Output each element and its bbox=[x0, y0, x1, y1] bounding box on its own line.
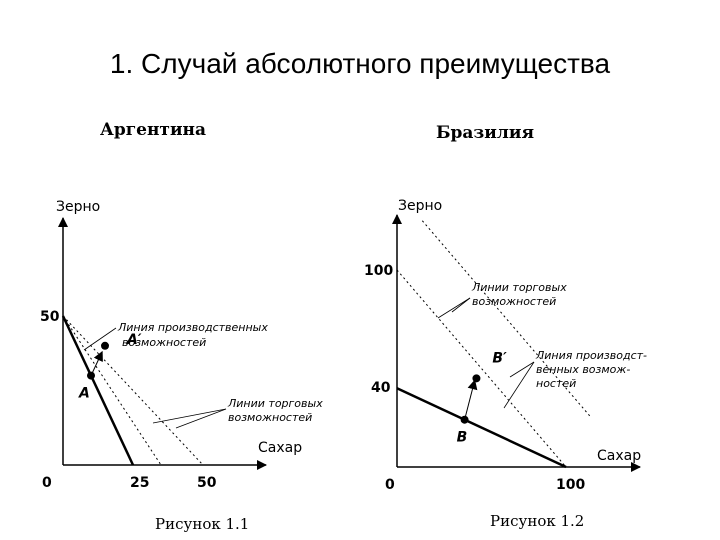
annotation-text-line: Линия производственных bbox=[117, 321, 268, 334]
annotation-text-line: ностей bbox=[536, 377, 576, 390]
trade-possibility-line-2 bbox=[421, 220, 592, 419]
production-possibility-line bbox=[396, 387, 567, 469]
point-label-a-prime: A′ bbox=[126, 332, 142, 348]
shift-arrow bbox=[90, 350, 103, 376]
x-tick-label-100: 100 bbox=[556, 477, 585, 493]
annotation-text-line: возможностей bbox=[228, 411, 312, 424]
x-tick-label-50: 50 bbox=[197, 475, 217, 491]
figure-caption-1: Рисунок 1.1 bbox=[155, 515, 249, 533]
chart-brazil: Бразилия Зерно Сахар 0 100 40 100 B B′ Л… bbox=[364, 123, 647, 530]
origin-tick-label: 0 bbox=[385, 477, 395, 493]
production-possibility-line bbox=[61, 315, 135, 466]
annotation-leader bbox=[503, 361, 535, 409]
y-axis-label: Зерно bbox=[398, 198, 442, 214]
annotation-trade-lines: Линии торговых возможностей bbox=[152, 397, 323, 429]
y-tick-label-40: 40 bbox=[371, 380, 391, 396]
point-b bbox=[460, 415, 469, 424]
annotation-leader bbox=[437, 297, 471, 319]
annotation-text-line: Линии торговых bbox=[471, 281, 567, 294]
x-tick-label-25: 25 bbox=[130, 475, 149, 491]
y-tick-label-100: 100 bbox=[364, 263, 393, 279]
annotation-text-line: возможностей bbox=[122, 336, 206, 349]
annotation-trade-lines: Линии торговых возможностей bbox=[437, 281, 567, 319]
y-tick-label-50: 50 bbox=[40, 309, 60, 325]
country-title-argentina: Аргентина bbox=[100, 120, 206, 140]
figure-caption-2: Рисунок 1.2 bbox=[490, 512, 584, 530]
annotation-production-line: Линия производст- венных возмож- ностей bbox=[503, 349, 647, 409]
country-title-brazil: Бразилия bbox=[436, 123, 534, 143]
point-label-b-prime: B′ bbox=[492, 350, 507, 366]
series-lines bbox=[396, 220, 592, 469]
annotation-text-line: Линии торговых bbox=[227, 397, 323, 410]
annotation-text-line: венных возмож- bbox=[536, 363, 630, 376]
annotation-text-line: возможностей bbox=[472, 295, 556, 308]
slide-title: 1. Случай абсолютного преимущества bbox=[109, 48, 611, 79]
point-label-a: A bbox=[78, 386, 90, 402]
x-axis-label: Сахар bbox=[597, 448, 641, 464]
chart-argentina: Аргентина Зерно Сахар 0 25 50 50 A A′ Ли… bbox=[40, 120, 323, 533]
shift-arrow bbox=[464, 379, 478, 420]
annotation-text-line: Линия производст- bbox=[535, 349, 647, 362]
point-a bbox=[87, 371, 95, 380]
annotation-production-line: Линия производственных возможностей bbox=[83, 321, 268, 351]
point-b-prime bbox=[472, 374, 481, 383]
point-a-prime bbox=[101, 341, 109, 350]
y-axis-label: Зерно bbox=[56, 199, 100, 215]
series-lines bbox=[61, 315, 204, 466]
point-label-b: B bbox=[457, 430, 468, 446]
trade-possibility-line-2 bbox=[62, 315, 204, 466]
x-axis-label: Сахар bbox=[258, 440, 302, 456]
origin-tick-label: 0 bbox=[42, 475, 52, 491]
annotation-leader bbox=[175, 408, 227, 429]
annotation-leader bbox=[152, 408, 227, 424]
annotation-leader bbox=[509, 361, 535, 378]
annotation-leader bbox=[83, 327, 117, 351]
trade-possibility-line-1 bbox=[396, 269, 567, 468]
